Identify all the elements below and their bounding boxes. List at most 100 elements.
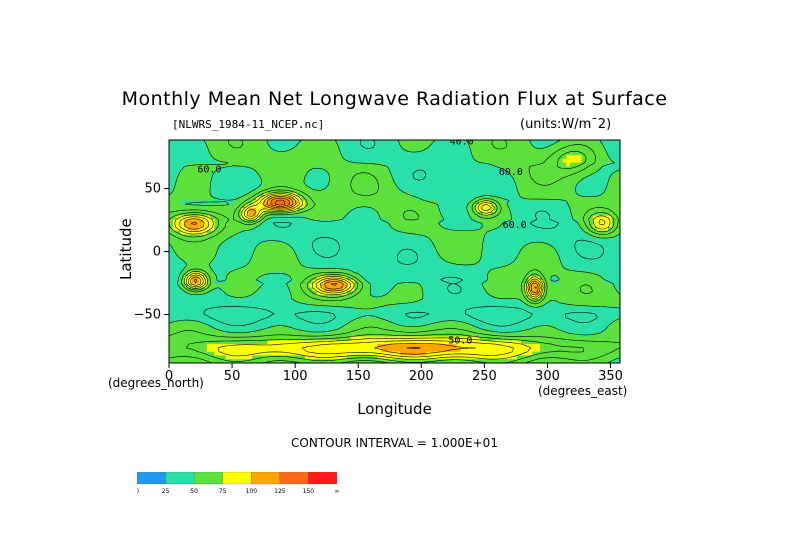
heatmap-cell bbox=[252, 260, 257, 266]
heatmap-cell bbox=[286, 249, 291, 254]
heatmap-cell bbox=[176, 162, 181, 168]
heatmap-cell bbox=[305, 242, 310, 247]
heatmap-cell bbox=[210, 276, 215, 281]
heatmap-cell bbox=[343, 158, 348, 164]
heatmap-cell bbox=[509, 257, 514, 262]
heatmap-cell bbox=[426, 177, 431, 183]
heatmap-cell bbox=[426, 208, 431, 213]
heatmap-cell bbox=[524, 253, 530, 258]
heatmap-cell bbox=[513, 230, 518, 236]
heatmap-cell bbox=[505, 189, 511, 194]
heatmap-cell bbox=[286, 264, 291, 270]
heatmap-cell bbox=[396, 166, 401, 171]
heatmap-cell bbox=[471, 287, 477, 292]
heatmap-cell bbox=[225, 295, 231, 300]
heatmap-cell bbox=[259, 295, 265, 300]
heatmap-cell bbox=[486, 279, 492, 285]
heatmap-cell bbox=[396, 196, 401, 202]
heatmap-cell bbox=[233, 260, 238, 266]
heatmap-cell bbox=[380, 226, 386, 232]
heatmap-cell bbox=[445, 174, 450, 179]
heatmap-cell bbox=[180, 234, 185, 239]
heatmap-cell bbox=[369, 192, 374, 198]
heatmap-cell bbox=[399, 211, 405, 217]
heatmap-cell bbox=[248, 189, 253, 194]
heatmap-cell bbox=[509, 208, 514, 213]
heatmap-cell bbox=[191, 268, 197, 273]
heatmap-cell bbox=[244, 192, 250, 198]
heatmap-cell bbox=[362, 283, 367, 288]
heatmap-cell bbox=[275, 291, 280, 296]
heatmap-cell bbox=[172, 245, 178, 251]
heatmap-cell bbox=[293, 166, 299, 171]
heatmap-cell bbox=[566, 219, 571, 224]
heatmap-cell bbox=[551, 196, 556, 202]
heatmap-cell bbox=[452, 268, 458, 273]
heatmap-cell bbox=[426, 291, 431, 296]
heatmap-cell bbox=[210, 192, 215, 198]
heatmap-cell bbox=[475, 279, 480, 285]
heatmap-cell bbox=[483, 264, 488, 270]
heatmap-cell bbox=[433, 174, 439, 179]
heatmap-cell bbox=[551, 253, 556, 258]
heatmap-cell bbox=[403, 287, 408, 292]
heatmap-cell bbox=[328, 253, 333, 258]
heatmap-cell bbox=[184, 170, 189, 175]
heatmap-cell bbox=[581, 272, 586, 277]
heatmap-cell bbox=[267, 268, 272, 273]
heatmap-cell bbox=[169, 155, 174, 160]
heatmap-cell bbox=[354, 151, 359, 156]
heatmap-cell bbox=[362, 279, 367, 285]
heatmap-cell bbox=[585, 260, 590, 266]
heatmap-cell bbox=[524, 260, 530, 266]
heatmap-cell bbox=[445, 170, 450, 175]
heatmap-cell bbox=[237, 223, 242, 228]
heatmap-cell bbox=[195, 189, 200, 194]
heatmap-cell bbox=[445, 166, 450, 171]
heatmap-cell bbox=[422, 158, 427, 164]
heatmap-cell bbox=[577, 249, 583, 254]
heatmap-cell bbox=[528, 166, 533, 171]
heatmap-cell bbox=[604, 155, 609, 160]
heatmap-cell bbox=[536, 249, 541, 254]
heatmap-cell bbox=[456, 249, 461, 254]
heatmap-cell bbox=[532, 272, 537, 277]
heatmap-cell bbox=[199, 211, 204, 217]
heatmap-cell bbox=[320, 215, 325, 220]
heatmap-cell bbox=[460, 268, 465, 273]
heatmap-cell bbox=[418, 181, 424, 186]
heatmap-cell bbox=[316, 143, 321, 149]
heatmap-cell bbox=[286, 155, 291, 160]
heatmap-cell bbox=[301, 260, 306, 266]
heatmap-cell bbox=[536, 140, 541, 145]
heatmap-cell bbox=[464, 151, 469, 156]
heatmap-cell bbox=[290, 158, 295, 164]
heatmap-cell bbox=[528, 253, 533, 258]
heatmap-cell bbox=[517, 140, 522, 145]
heatmap-cell bbox=[214, 166, 219, 171]
heatmap-cell bbox=[316, 147, 321, 152]
heatmap-cell bbox=[596, 253, 602, 258]
heatmap-cell bbox=[513, 242, 518, 247]
heatmap-cell bbox=[558, 249, 564, 254]
heatmap-cell bbox=[464, 143, 469, 149]
heatmap-cell bbox=[407, 151, 412, 156]
heatmap-cell bbox=[233, 283, 238, 288]
heatmap-cell bbox=[486, 291, 492, 296]
heatmap-cell bbox=[187, 166, 193, 171]
heatmap-cell bbox=[521, 249, 526, 254]
heatmap-cell bbox=[536, 226, 541, 232]
heatmap-cell bbox=[562, 276, 567, 281]
heatmap-cell bbox=[611, 272, 617, 277]
heatmap-cell bbox=[282, 260, 287, 266]
heatmap-cell bbox=[271, 245, 276, 251]
heatmap-cell bbox=[354, 249, 359, 254]
heatmap-cell bbox=[600, 219, 605, 224]
heatmap-cell bbox=[203, 185, 208, 190]
heatmap-cell bbox=[358, 162, 363, 168]
heatmap-cell bbox=[233, 226, 238, 232]
heatmap-cell bbox=[551, 260, 556, 266]
heatmap-cell bbox=[513, 238, 518, 243]
heatmap-cell bbox=[445, 147, 450, 152]
heatmap-cell bbox=[248, 166, 253, 171]
